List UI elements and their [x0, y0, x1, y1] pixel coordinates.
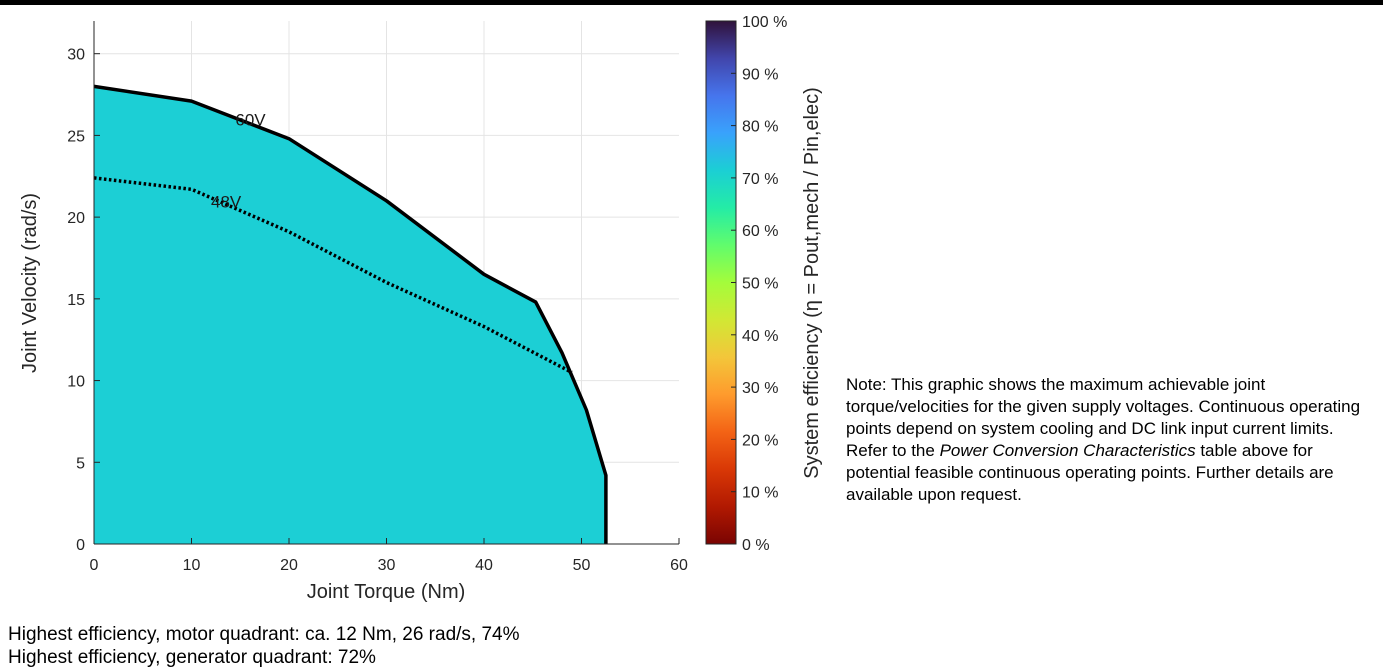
note-table-reference: Power Conversion Characteristics [939, 441, 1196, 460]
x-tick-label: 50 [573, 557, 591, 574]
efficiency-summary: Highest efficiency, motor quadrant: ca. … [8, 623, 520, 669]
colorbar-tick-label: 20 % [742, 432, 778, 449]
chart-note: Note: This graphic shows the maximum ach… [846, 374, 1366, 506]
colorbar-tick-label: 60 % [742, 223, 778, 240]
x-tick-label: 0 [90, 557, 99, 574]
colorbar-tick-label: 30 % [742, 380, 778, 397]
x-tick-label: 30 [378, 557, 396, 574]
colorbar-label: System efficiency (η = Pout,mech / Pin,e… [801, 87, 823, 478]
note-text-start: Note: This graphic shows the maximum ach… [846, 375, 1361, 460]
x-tick-label: 20 [280, 557, 298, 574]
y-tick-label: 0 [76, 537, 85, 554]
y-axis-label: Joint Velocity (rad/s) [19, 193, 41, 373]
y-tick-label: 20 [67, 210, 85, 227]
y-tick-label: 30 [67, 47, 85, 64]
top-border-bar [0, 0, 1383, 5]
note-text-end: table above for potential feasible conti… [846, 441, 1334, 504]
colorbar-tick-label: 80 % [742, 119, 778, 136]
summary-generator-quadrant: Highest efficiency, generator quadrant: … [8, 647, 376, 668]
voltage-limit-line [93, 176, 573, 374]
y-tick-label: 5 [76, 455, 85, 472]
x-tick-label: 60 [670, 557, 688, 574]
voltage-limit-line [93, 84, 608, 544]
x-axis-label: Joint Torque (Nm) [307, 581, 466, 603]
axes: 0 10 20 30 40 50 60 0 5 10 15 20 25 30 [67, 21, 688, 574]
y-tick-label: 15 [67, 292, 85, 309]
colorbar-tick-label: 0 % [742, 537, 770, 554]
summary-motor-quadrant: Highest efficiency, motor quadrant: ca. … [8, 624, 520, 645]
colorbar-tick-label: 100 % [742, 14, 787, 31]
colorbar: 0 % 10 % 20 % 30 % 40 % 50 % 60 % 70 % 80 % 90 % 1… [705, 14, 787, 554]
voltage-label-60v: 60V [235, 111, 266, 130]
voltage-label-48v: 48V [211, 192, 242, 211]
y-tick-label: 25 [67, 128, 85, 145]
colorbar-tick-label: 10 % [742, 485, 778, 502]
x-tick-label: 40 [475, 557, 493, 574]
x-tick-label: 10 [183, 557, 201, 574]
colorbar-tick-label: 90 % [742, 66, 778, 83]
colorbar-tick-label: 40 % [742, 328, 778, 345]
colorbar-tick-label: 70 % [742, 171, 778, 188]
voltage-limit-curves: 60V 48V [93, 84, 608, 544]
y-tick-label: 10 [67, 374, 85, 391]
colorbar-tick-label: 50 % [742, 276, 778, 293]
efficiency-map-chart: 60V 48V 0 10 20 30 40 50 60 0 5 10 15 20 25 30 0 % 10 %… [19, 14, 823, 603]
